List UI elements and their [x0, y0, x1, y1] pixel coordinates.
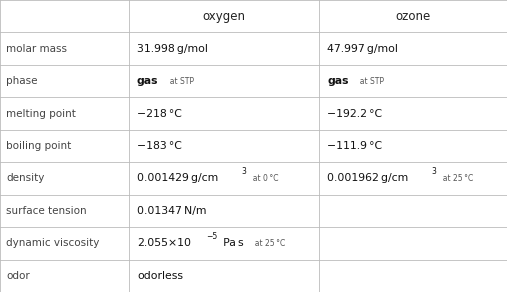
Text: 31.998 g/mol: 31.998 g/mol — [137, 44, 208, 54]
Text: phase: phase — [6, 76, 38, 86]
Text: 47.997 g/mol: 47.997 g/mol — [327, 44, 398, 54]
Text: odorless: odorless — [137, 271, 183, 281]
Text: melting point: melting point — [6, 109, 76, 119]
Text: oxygen: oxygen — [203, 10, 246, 23]
Text: molar mass: molar mass — [6, 44, 67, 54]
Text: 0.01347 N/m: 0.01347 N/m — [137, 206, 206, 216]
Text: 0.001962 g/cm: 0.001962 g/cm — [327, 173, 408, 183]
Text: 0.001429 g/cm: 0.001429 g/cm — [137, 173, 218, 183]
Text: −183 °C: −183 °C — [137, 141, 182, 151]
Text: gas: gas — [137, 76, 158, 86]
Text: density: density — [6, 173, 45, 183]
Text: 3: 3 — [432, 167, 437, 176]
Text: −5: −5 — [206, 232, 218, 241]
Text: odor: odor — [6, 271, 30, 281]
Text: boiling point: boiling point — [6, 141, 71, 151]
Text: −218 °C: −218 °C — [137, 109, 182, 119]
Text: at 25 °C: at 25 °C — [250, 239, 285, 248]
Text: gas: gas — [327, 76, 348, 86]
Text: ozone: ozone — [395, 10, 431, 23]
Text: −111.9 °C: −111.9 °C — [327, 141, 382, 151]
Text: at 0 °C: at 0 °C — [248, 174, 278, 183]
Text: Pa s: Pa s — [221, 238, 244, 248]
Text: 2.055×10: 2.055×10 — [137, 238, 191, 248]
Text: −192.2 °C: −192.2 °C — [327, 109, 382, 119]
Text: surface tension: surface tension — [6, 206, 87, 216]
Text: at STP: at STP — [165, 77, 194, 86]
Text: at 25 °C: at 25 °C — [438, 174, 474, 183]
Text: at STP: at STP — [355, 77, 384, 86]
Text: 3: 3 — [242, 167, 246, 176]
Text: dynamic viscosity: dynamic viscosity — [6, 238, 99, 248]
